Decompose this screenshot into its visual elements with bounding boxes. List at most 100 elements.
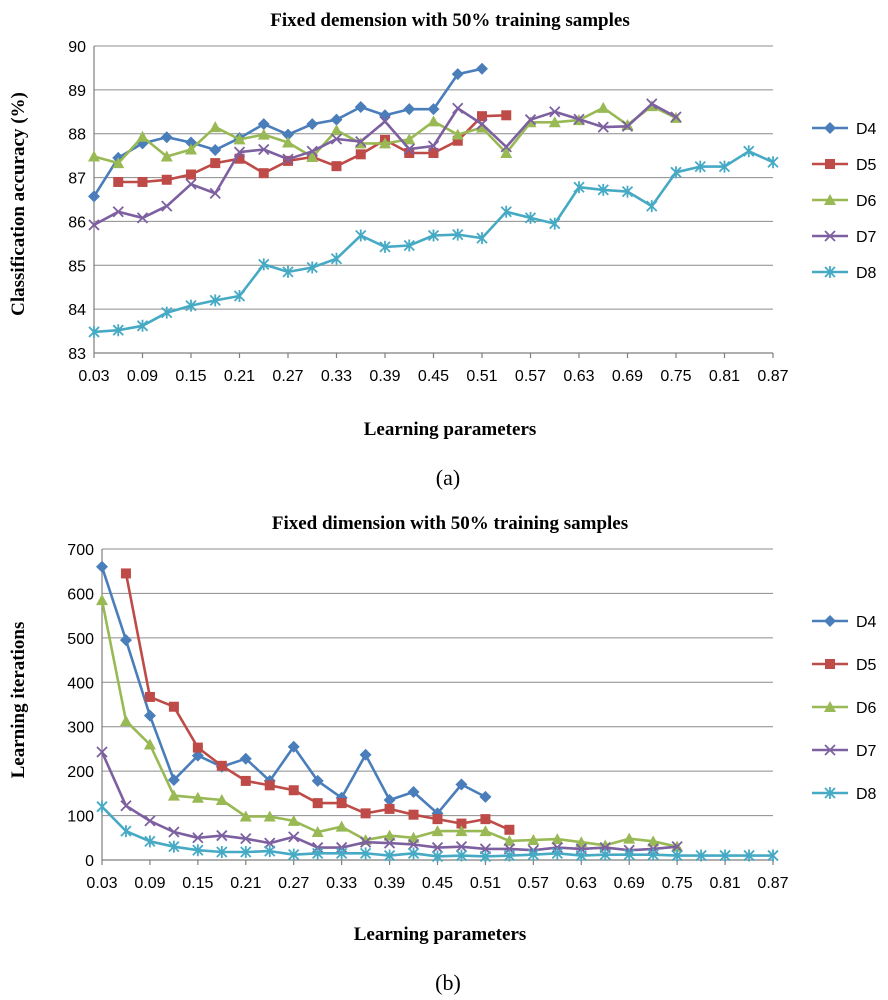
y-tick-label: 86 (68, 214, 86, 231)
x-tick-label: 0.39 (374, 875, 405, 892)
data-point-d5 (336, 798, 347, 809)
legend-label: D5 (856, 157, 877, 174)
data-point-d8 (258, 258, 270, 271)
data-point-d5 (452, 135, 463, 146)
x-tick-label: 0.39 (369, 368, 400, 385)
legend-item-d7: D7 (812, 743, 877, 760)
data-point-d8 (767, 849, 779, 862)
data-point-d5 (283, 155, 293, 166)
data-point-d7 (306, 145, 318, 157)
legend-label: D7 (856, 229, 877, 246)
series-d8 (96, 800, 779, 863)
chart-b-title: Fixed dimension with 50% training sample… (272, 513, 628, 534)
data-point-d4 (403, 103, 416, 116)
data-point-d8 (743, 145, 755, 158)
data-point-d6 (96, 594, 108, 606)
data-point-d6 (476, 121, 488, 133)
data-point-d8 (355, 229, 367, 242)
chart-b-y-ticks: 0 100 200 300 400 500 600 700 (67, 542, 94, 870)
data-point-d5 (264, 780, 275, 791)
data-point-d4 (476, 62, 488, 75)
data-point-d7 (403, 143, 415, 155)
data-point-d6 (623, 832, 636, 844)
series-d8 (88, 145, 779, 338)
data-point-d6 (143, 738, 156, 750)
x-tick-label: 0.69 (612, 368, 643, 385)
data-point-d5 (186, 169, 196, 180)
data-point-d8 (500, 205, 512, 218)
data-point-d5 (161, 174, 172, 185)
data-point-d8 (288, 848, 300, 861)
data-point-d8 (452, 228, 464, 241)
data-point-d6 (263, 810, 276, 822)
x-tick-label: 0.03 (86, 875, 117, 892)
data-point-d8 (549, 217, 561, 230)
data-point-d7 (476, 118, 488, 130)
data-point-d7 (573, 113, 585, 125)
data-point-d8 (646, 200, 658, 213)
x-tick-label: 0.33 (326, 875, 357, 892)
x-tick-label: 0.57 (518, 875, 549, 892)
data-point-d8 (209, 294, 221, 307)
legend-label: D4 (856, 121, 877, 138)
data-point-d4 (455, 778, 468, 791)
data-point-d8 (144, 835, 156, 848)
legend-marker (824, 787, 836, 799)
data-point-d8 (383, 849, 396, 862)
data-point-d8 (168, 840, 180, 853)
data-point-d4 (427, 103, 440, 116)
data-point-d8 (767, 156, 779, 169)
legend-label: D6 (856, 700, 877, 717)
data-point-d4 (479, 790, 492, 803)
legend-marker (824, 701, 836, 712)
data-point-d6 (209, 121, 222, 133)
x-tick-label: 0.09 (127, 368, 158, 385)
data-point-d6 (383, 829, 396, 841)
x-tick-label: 0.63 (566, 875, 597, 892)
data-point-d8 (185, 299, 197, 312)
data-point-d7 (355, 135, 367, 148)
chart-b-legend: D4 D5 D6 D7 D8 (812, 614, 877, 803)
data-point-d8 (476, 232, 488, 245)
data-point-d6 (597, 101, 610, 113)
data-point-d8 (240, 846, 252, 859)
x-tick-label: 0.87 (757, 368, 788, 385)
data-point-d4 (451, 68, 464, 81)
legend-marker (824, 266, 836, 278)
data-point-d6 (551, 833, 564, 845)
data-point-d7 (209, 187, 221, 199)
y-tick-label: 300 (67, 720, 94, 737)
y-tick-label: 87 (68, 171, 86, 188)
x-tick-label: 0.69 (614, 875, 645, 892)
chart-a-x-axis-label: Learning parameters (364, 419, 537, 440)
data-point-d7 (670, 111, 682, 123)
data-point-d6 (575, 836, 588, 848)
data-point-d6 (311, 826, 324, 838)
chart-b-panel-label: (b) (435, 970, 461, 995)
data-point-d5 (477, 111, 487, 122)
chart-b-x-axis-label: Learning parameters (354, 924, 527, 945)
data-point-d8 (161, 306, 173, 319)
y-tick-label: 0 (85, 853, 94, 870)
data-point-d8 (597, 183, 609, 196)
data-point-d7 (233, 146, 246, 158)
chart-a-y-ticks: 83 84 85 86 87 88 89 90 (68, 39, 86, 363)
data-point-d5 (144, 691, 155, 702)
y-tick-label: 88 (68, 127, 86, 144)
data-point-d8 (524, 211, 537, 224)
data-point-d7 (240, 833, 252, 845)
chart-a-y-axis-label: Classification accuracy (%) (8, 92, 29, 316)
y-tick-label: 700 (67, 542, 94, 559)
data-point-d8 (136, 319, 149, 332)
x-tick-label: 0.45 (422, 875, 453, 892)
y-tick-label: 84 (68, 302, 86, 319)
data-point-d7 (282, 153, 294, 165)
x-tick-label: 0.51 (470, 875, 501, 892)
legend-marker (824, 230, 836, 242)
data-point-d8 (336, 847, 348, 860)
data-point-d4 (119, 634, 132, 647)
data-point-d8 (621, 185, 634, 198)
data-point-d8 (599, 848, 611, 861)
data-point-d6 (379, 137, 391, 149)
